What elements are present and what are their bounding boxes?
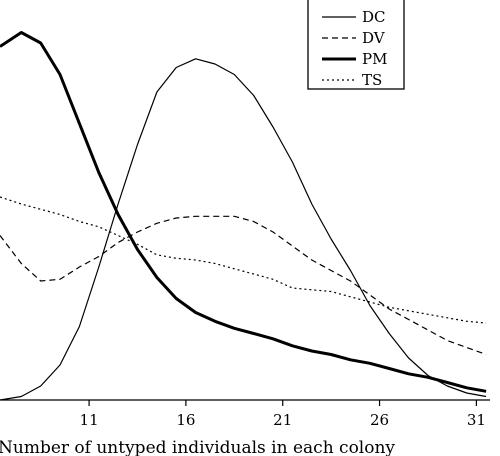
legend-label-dc: DC	[362, 8, 386, 26]
legend-label-ts: TS	[362, 71, 382, 89]
x-tick-label: 11	[80, 411, 99, 429]
series-line-dv	[0, 215, 487, 356]
legend-label-dv: DV	[362, 29, 386, 47]
legend-items: DC DV PM TS	[322, 8, 387, 89]
x-axis-ticks: 11 16 21 26 31	[80, 400, 486, 429]
x-tick-label: 16	[176, 411, 195, 429]
x-tick-label: 21	[273, 411, 292, 429]
legend: DC DV PM TS	[307, 0, 405, 90]
series-line-ts	[0, 196, 487, 324]
legend-label-pm: PM	[362, 50, 387, 68]
series-line-pm	[0, 31, 487, 393]
legend-box	[307, 0, 405, 90]
x-tick-label: 31	[467, 411, 486, 429]
x-axis-label: Number of untyped individuals in each co…	[0, 438, 395, 456]
series-line-dc	[0, 58, 487, 401]
x-tick-label: 26	[370, 411, 389, 429]
series-lines	[0, 31, 487, 401]
